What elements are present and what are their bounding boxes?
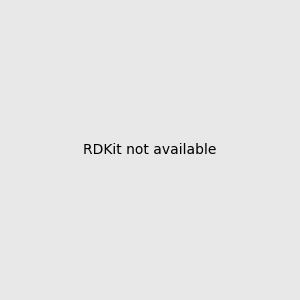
Text: RDKit not available: RDKit not available — [83, 143, 217, 157]
